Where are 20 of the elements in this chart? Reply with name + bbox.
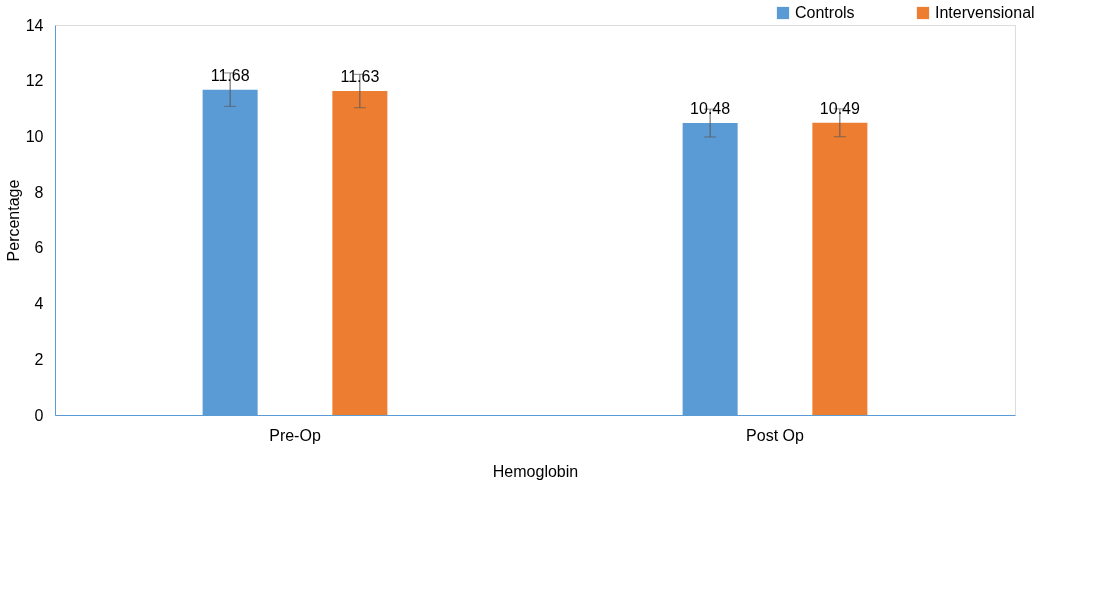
y-tick-label: 14 <box>25 16 44 34</box>
y-tick-label: 10 <box>25 127 44 145</box>
data-label: 11.68 <box>210 66 250 84</box>
legend-label: Intervensional <box>935 4 1035 21</box>
bar <box>812 122 868 415</box>
data-label: 10.49 <box>819 99 860 117</box>
y-tick-label: 8 <box>34 183 44 201</box>
x-tick-label: Pre-Op <box>269 426 321 444</box>
bar <box>332 91 388 415</box>
x-axis-title: Hemoglobin <box>492 462 579 480</box>
y-axis-title: Percentage <box>4 179 22 262</box>
x-tick-label: Post Op <box>746 426 804 444</box>
data-label: 11.63 <box>340 68 380 86</box>
legend-label: Controls <box>795 4 855 21</box>
y-tick-label: 4 <box>34 295 44 313</box>
y-tick-label: 0 <box>34 406 44 424</box>
y-tick-label: 12 <box>25 72 44 90</box>
data-label: 10.48 <box>690 100 731 118</box>
y-tick-label: 2 <box>34 350 44 368</box>
y-tick-label: 6 <box>34 239 44 257</box>
